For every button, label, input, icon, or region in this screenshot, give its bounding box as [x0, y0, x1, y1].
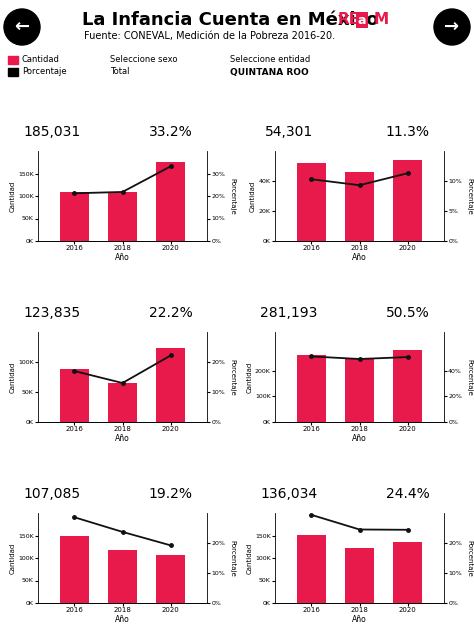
Text: →: →	[445, 18, 460, 36]
Bar	[156, 162, 185, 241]
Text: 136,034: 136,034	[261, 487, 318, 501]
Bar	[108, 383, 137, 422]
X-axis label: Año: Año	[352, 433, 367, 443]
Bar	[393, 542, 422, 603]
Bar	[156, 347, 185, 422]
Y-axis label: Cantidad: Cantidad	[250, 181, 256, 212]
Text: a: a	[358, 14, 366, 26]
Y-axis label: Porcentaje: Porcentaje	[466, 359, 472, 396]
Bar	[156, 555, 185, 603]
Text: Porcentaje: Porcentaje	[22, 68, 67, 76]
Text: Cantidad: Cantidad	[22, 56, 60, 65]
Y-axis label: Cantidad: Cantidad	[9, 181, 15, 212]
Bar	[60, 191, 89, 241]
Text: 11.3%: 11.3%	[386, 125, 429, 139]
Y-axis label: Porcentaje: Porcentaje	[466, 177, 472, 214]
Y-axis label: Porcentaje: Porcentaje	[229, 540, 235, 576]
Text: Población de 0 a 17 años con Carencia por acceso a la
seguridad social (2020): Población de 0 a 17 años con Carencia po…	[244, 271, 435, 287]
Bar	[393, 350, 422, 422]
Bar	[345, 172, 374, 241]
Text: 107,085: 107,085	[24, 487, 81, 501]
Bar	[108, 191, 137, 241]
Y-axis label: Cantidad: Cantidad	[246, 542, 252, 574]
X-axis label: Año: Año	[352, 614, 367, 624]
Bar	[297, 163, 326, 241]
Y-axis label: Porcentaje: Porcentaje	[466, 540, 472, 576]
Text: Población de 0 a 17 años con Carencia por servicios
básicos de la vivienda (2020: Población de 0 a 17 años con Carencia po…	[244, 451, 426, 468]
Text: 281,193: 281,193	[260, 306, 318, 320]
Text: 33.2%: 33.2%	[149, 125, 192, 139]
Text: 185,031: 185,031	[24, 125, 81, 139]
Bar	[8, 56, 18, 64]
Y-axis label: Cantidad: Cantidad	[9, 542, 15, 574]
Bar	[297, 355, 326, 422]
Text: 123,835: 123,835	[24, 306, 81, 320]
Text: Total: Total	[110, 68, 129, 76]
Text: Seleccione sexo: Seleccione sexo	[110, 56, 177, 65]
Text: Población de 0 a 17 años con Carencia por acceso a
servicios de salud (2020): Población de 0 a 17 años con Carencia po…	[7, 271, 189, 287]
Y-axis label: Cantidad: Cantidad	[246, 361, 252, 393]
Bar	[8, 68, 18, 76]
Circle shape	[4, 9, 40, 45]
Text: 24.4%: 24.4%	[386, 487, 429, 501]
Text: Población de 3 a 17 años con Rezago educativo
(2020): Población de 3 a 17 años con Rezago educ…	[244, 90, 410, 106]
X-axis label: Año: Año	[352, 253, 367, 261]
Bar	[60, 369, 89, 422]
Text: RE: RE	[338, 13, 360, 28]
Text: 19.2%: 19.2%	[149, 487, 192, 501]
Bar	[393, 160, 422, 241]
Text: Seleccione entidad: Seleccione entidad	[230, 56, 310, 65]
Text: Población de 0 a 17 años con Carencia por acceso a la
alimentación nutritiva y d: Población de 0 a 17 años con Carencia po…	[7, 89, 198, 107]
Text: Población de 0 a 17 años con Carencia por calidad y
espacios de la vivienda (202: Población de 0 a 17 años con Carencia po…	[7, 451, 190, 468]
Bar	[345, 548, 374, 603]
Text: 22.2%: 22.2%	[149, 306, 192, 320]
Bar	[345, 359, 374, 422]
Text: QUINTANA ROO: QUINTANA ROO	[230, 68, 309, 76]
Text: M: M	[374, 13, 389, 28]
Bar	[297, 535, 326, 603]
Y-axis label: Porcentaje: Porcentaje	[229, 359, 235, 396]
Text: La Infancia Cuenta en México: La Infancia Cuenta en México	[82, 11, 378, 29]
X-axis label: Año: Año	[115, 433, 130, 443]
Text: 54,301: 54,301	[265, 125, 313, 139]
Text: ←: ←	[14, 18, 29, 36]
Y-axis label: Cantidad: Cantidad	[9, 361, 15, 393]
Text: 50.5%: 50.5%	[386, 306, 429, 320]
X-axis label: Año: Año	[115, 614, 130, 624]
Bar	[108, 550, 137, 603]
Bar	[60, 537, 89, 603]
Y-axis label: Porcentaje: Porcentaje	[229, 177, 235, 214]
Circle shape	[434, 9, 470, 45]
Text: Fuente: CONEVAL, Medición de la Pobreza 2016-20.: Fuente: CONEVAL, Medición de la Pobreza …	[84, 31, 336, 41]
X-axis label: Año: Año	[115, 253, 130, 261]
